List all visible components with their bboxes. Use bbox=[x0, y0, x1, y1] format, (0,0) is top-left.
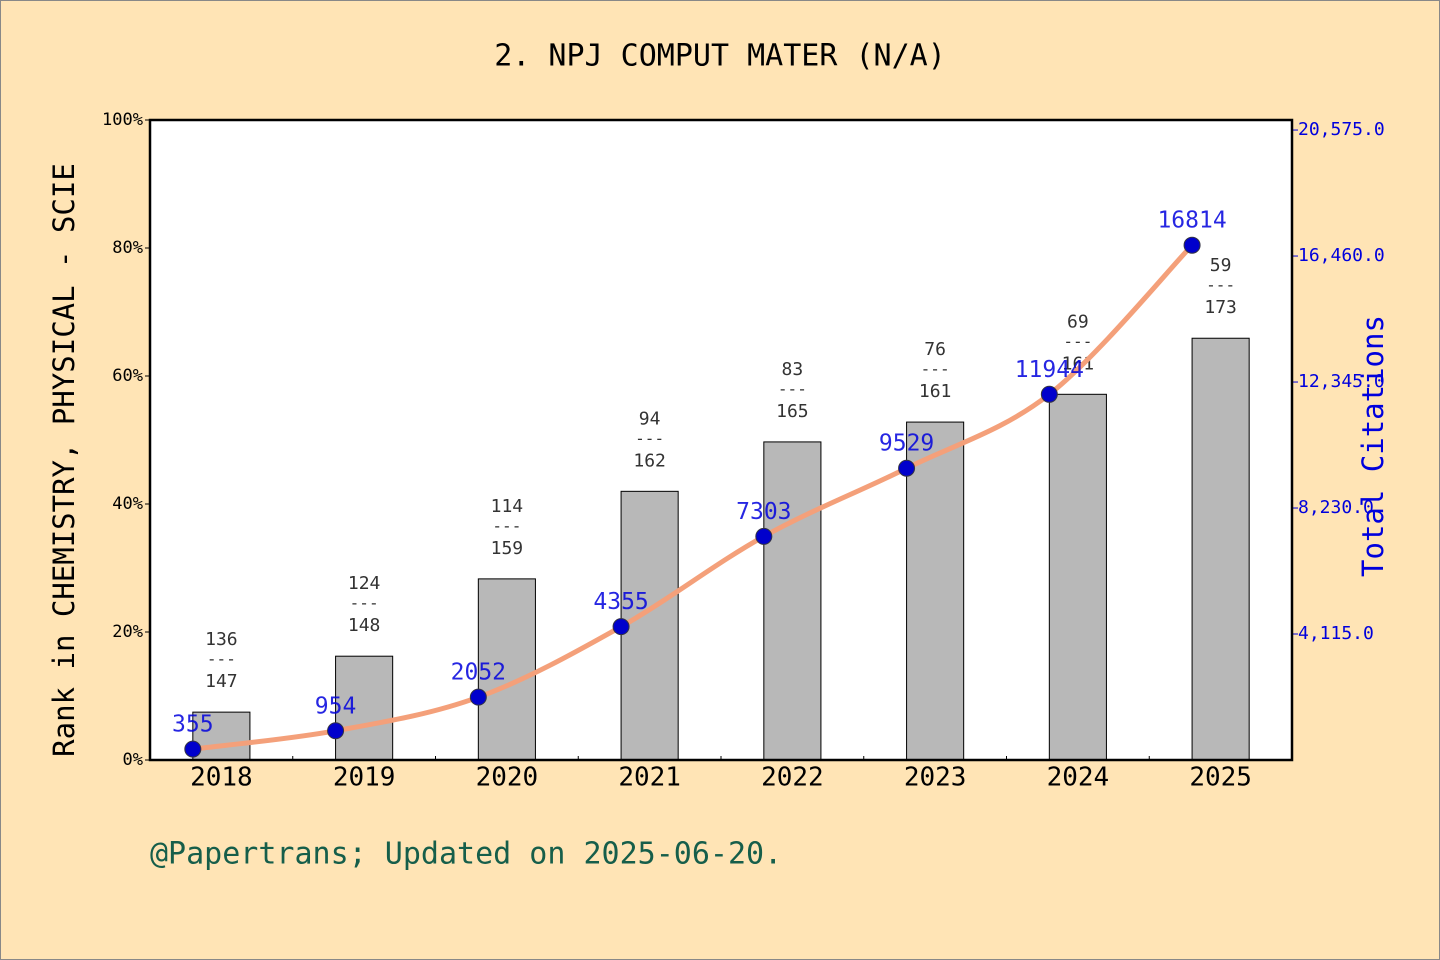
bar bbox=[192, 711, 251, 761]
y-tick-label: 40% bbox=[112, 494, 143, 514]
x-tick-label: 2018 bbox=[190, 763, 253, 793]
x-tick-label: 2020 bbox=[476, 763, 539, 793]
citation-label: 9529 bbox=[879, 431, 934, 457]
y2-axis-label: Total Citations bbox=[1356, 315, 1390, 577]
rank-separator: --- bbox=[921, 360, 950, 379]
x-tick-label: 2023 bbox=[904, 763, 967, 793]
citation-label: 4355 bbox=[593, 589, 648, 615]
x-tick-label: 2021 bbox=[618, 763, 681, 793]
rank-label: 114 bbox=[491, 496, 524, 517]
y-axis-label: Rank in CHEMISTRY, PHYSICAL - SCIE bbox=[47, 163, 81, 757]
bar bbox=[1048, 393, 1107, 761]
y2-tick-label: 20,575.0 bbox=[1298, 119, 1385, 140]
bar bbox=[1191, 337, 1250, 761]
citation-marker bbox=[1183, 236, 1201, 254]
total-label: 173 bbox=[1204, 297, 1237, 318]
bar bbox=[763, 441, 822, 761]
total-label: 159 bbox=[491, 538, 524, 559]
citation-marker bbox=[469, 688, 487, 706]
rank-label: 124 bbox=[348, 573, 381, 594]
y-tick-label: 100% bbox=[102, 110, 143, 130]
rank-label: 76 bbox=[924, 339, 946, 360]
citation-marker bbox=[898, 459, 916, 477]
rank-label: 59 bbox=[1210, 255, 1232, 276]
rank-separator: --- bbox=[207, 650, 236, 669]
y2-tick-label: 4,115.0 bbox=[1298, 623, 1374, 644]
x-tick-label: 2025 bbox=[1189, 763, 1252, 793]
total-label: 161 bbox=[919, 381, 952, 402]
citation-label: 355 bbox=[172, 712, 214, 738]
total-label: 148 bbox=[348, 615, 381, 636]
rank-separator: --- bbox=[350, 594, 379, 613]
y-tick-label: 60% bbox=[112, 366, 143, 386]
citation-marker bbox=[184, 740, 202, 758]
chart-title: 2. NPJ COMPUT MATER (N/A) bbox=[494, 39, 946, 74]
citation-marker bbox=[327, 722, 345, 740]
plot-area bbox=[150, 120, 1292, 760]
bar bbox=[906, 421, 965, 761]
y2-tick-label: 16,460.0 bbox=[1298, 245, 1385, 266]
citation-marker bbox=[612, 618, 630, 636]
bar bbox=[620, 490, 679, 761]
total-label: 165 bbox=[776, 401, 809, 422]
y2-tick-label: 8,230.0 bbox=[1298, 497, 1374, 518]
footer-note: @Papertrans; Updated on 2025-06-20. bbox=[150, 837, 782, 872]
citation-label: 954 bbox=[315, 693, 357, 719]
citation-label: 11944 bbox=[1015, 357, 1084, 383]
x-tick-label: 2019 bbox=[333, 763, 396, 793]
bar bbox=[335, 655, 394, 761]
plot-frame bbox=[148, 118, 1294, 762]
rank-label: 69 bbox=[1067, 311, 1089, 332]
rank-separator: --- bbox=[492, 516, 521, 535]
citation-marker bbox=[755, 527, 773, 545]
x-tick-label: 2024 bbox=[1047, 763, 1110, 793]
rank-label: 83 bbox=[782, 359, 804, 380]
bar bbox=[477, 578, 536, 761]
x-tick-label: 2022 bbox=[761, 763, 824, 793]
y-tick-label: 0% bbox=[123, 750, 143, 770]
rank-label: 136 bbox=[205, 629, 238, 650]
y2-tick-label: 12,345.0 bbox=[1298, 371, 1385, 392]
total-label: 147 bbox=[205, 671, 238, 692]
rank-separator: --- bbox=[778, 379, 807, 398]
citation-marker bbox=[1040, 385, 1058, 403]
y-tick-label: 20% bbox=[112, 622, 143, 642]
rank-separator: --- bbox=[1206, 276, 1235, 295]
rank-label: 94 bbox=[639, 408, 661, 429]
citation-label: 2052 bbox=[451, 660, 506, 686]
rank-separator: --- bbox=[635, 429, 664, 448]
citation-label: 7303 bbox=[736, 499, 791, 525]
total-label: 162 bbox=[633, 450, 666, 471]
rank-separator: --- bbox=[1063, 332, 1092, 351]
citation-label: 16814 bbox=[1157, 208, 1226, 234]
y-tick-label: 80% bbox=[112, 238, 143, 258]
